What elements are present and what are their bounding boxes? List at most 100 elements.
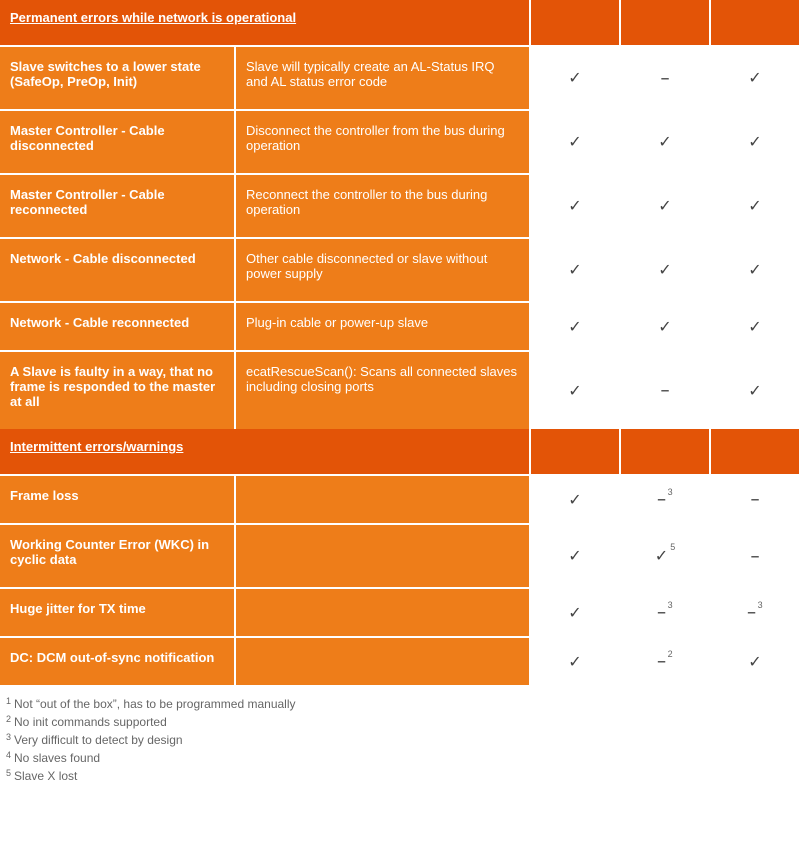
footnote-text: No slaves found xyxy=(14,751,100,765)
mark-cell: ✓ xyxy=(710,351,800,429)
row-desc: ecatRescueScan(): Scans all connected sl… xyxy=(235,351,530,429)
footnote-text: No init commands supported xyxy=(14,715,167,729)
check-icon: ✓ xyxy=(658,319,671,336)
check-icon: ✓ xyxy=(568,134,581,151)
row-desc: Disconnect the controller from the bus d… xyxy=(235,110,530,174)
footnote: 5Slave X lost xyxy=(6,767,794,785)
mark-cell: ✓ xyxy=(530,351,620,429)
section-header-spacer xyxy=(710,429,800,475)
check-icon: ✓ xyxy=(568,319,581,336)
footnote: 3Very difficult to detect by design xyxy=(6,731,794,749)
footnote-number: 1 xyxy=(6,696,11,706)
row-name: A Slave is faulty in a way, that no fram… xyxy=(0,351,235,429)
check-icon: ✓ xyxy=(748,134,761,151)
mark-cell: ✓ xyxy=(710,302,800,351)
section-header-spacer xyxy=(530,429,620,475)
mark-cell: –3 xyxy=(620,475,710,524)
row-desc: Plug-in cable or power-up slave xyxy=(235,302,530,351)
table-row: Network - Cable reconnectedPlug-in cable… xyxy=(0,302,800,351)
dash-icon: – xyxy=(751,491,759,508)
section-header-spacer xyxy=(620,0,710,46)
check-icon: ✓ xyxy=(748,319,761,336)
mark-cell: ✓ xyxy=(530,46,620,110)
check-icon: ✓ xyxy=(748,654,761,671)
mark-cell: ✓ xyxy=(530,174,620,238)
row-name: DC: DCM out-of-sync notification xyxy=(0,637,235,685)
section-header-spacer xyxy=(710,0,800,46)
check-icon: ✓ xyxy=(568,70,581,87)
row-desc: Slave will typically create an AL-Status… xyxy=(235,46,530,110)
mark-cell: ✓ xyxy=(530,302,620,351)
footnote-ref: 3 xyxy=(668,487,673,497)
footnote-ref: 5 xyxy=(670,542,675,552)
footnote-text: Slave X lost xyxy=(14,769,77,783)
mark-cell: ✓ xyxy=(710,637,800,685)
row-desc xyxy=(235,524,530,588)
row-name: Network - Cable disconnected xyxy=(0,238,235,302)
mark-cell: ✓ xyxy=(620,110,710,174)
check-icon: ✓ xyxy=(748,262,761,279)
section-header: Intermittent errors/warnings xyxy=(0,429,800,475)
check-icon: ✓ xyxy=(658,134,671,151)
table-row: Network - Cable disconnectedOther cable … xyxy=(0,238,800,302)
section-header-spacer xyxy=(620,429,710,475)
mark-cell: ✓ xyxy=(530,475,620,524)
table-row: Huge jitter for TX time✓–3–3 xyxy=(0,588,800,637)
table-row: Master Controller - Cable reconnectedRec… xyxy=(0,174,800,238)
row-name: Master Controller - Cable reconnected xyxy=(0,174,235,238)
mark-cell: ✓ xyxy=(710,46,800,110)
check-icon: ✓ xyxy=(748,70,761,87)
row-desc xyxy=(235,475,530,524)
mark-cell: ✓ xyxy=(530,110,620,174)
footnote: 4No slaves found xyxy=(6,749,794,767)
check-icon: ✓ xyxy=(568,383,581,400)
footnote: 2No init commands supported xyxy=(6,713,794,731)
check-icon: ✓ xyxy=(568,605,581,622)
mark-cell: –3 xyxy=(710,588,800,637)
row-name: Master Controller - Cable disconnected xyxy=(0,110,235,174)
errors-table: Permanent errors while network is operat… xyxy=(0,0,800,685)
check-icon: ✓ xyxy=(748,198,761,215)
footnote-text: Very difficult to detect by design xyxy=(14,733,183,747)
dash-icon: – xyxy=(657,653,665,670)
mark-cell: ✓ xyxy=(710,110,800,174)
mark-cell: – xyxy=(620,351,710,429)
check-icon: ✓ xyxy=(568,262,581,279)
row-name: Huge jitter for TX time xyxy=(0,588,235,637)
mark-cell: –3 xyxy=(620,588,710,637)
mark-cell: ✓ xyxy=(710,174,800,238)
mark-cell: ✓ xyxy=(530,238,620,302)
mark-cell: – xyxy=(620,46,710,110)
row-desc xyxy=(235,588,530,637)
dash-icon: – xyxy=(751,548,759,565)
mark-cell: ✓ xyxy=(710,238,800,302)
footnote-text: Not “out of the box”, has to be programm… xyxy=(14,697,295,711)
mark-cell: ✓ xyxy=(620,174,710,238)
mark-cell: ✓5 xyxy=(620,524,710,588)
mark-cell: – xyxy=(710,524,800,588)
check-icon: ✓ xyxy=(658,262,671,279)
row-name: Network - Cable reconnected xyxy=(0,302,235,351)
footnote-ref: 2 xyxy=(668,649,673,659)
footnote-number: 4 xyxy=(6,750,11,760)
row-name: Frame loss xyxy=(0,475,235,524)
footnote-ref: 3 xyxy=(758,600,763,610)
dash-icon: – xyxy=(747,604,755,621)
footnote-number: 2 xyxy=(6,714,11,724)
check-icon: ✓ xyxy=(655,548,668,565)
table-row: Slave switches to a lower state (SafeOp,… xyxy=(0,46,800,110)
section-title: Intermittent errors/warnings xyxy=(0,429,530,475)
dash-icon: – xyxy=(661,382,669,399)
section-header-spacer xyxy=(530,0,620,46)
mark-cell: ✓ xyxy=(620,238,710,302)
table-row: DC: DCM out-of-sync notification✓–2✓ xyxy=(0,637,800,685)
mark-cell: –2 xyxy=(620,637,710,685)
check-icon: ✓ xyxy=(568,492,581,509)
dash-icon: – xyxy=(657,491,665,508)
row-name: Slave switches to a lower state (SafeOp,… xyxy=(0,46,235,110)
mark-cell: ✓ xyxy=(530,637,620,685)
mark-cell: ✓ xyxy=(620,302,710,351)
dash-icon: – xyxy=(661,70,669,87)
row-desc: Other cable disconnected or slave withou… xyxy=(235,238,530,302)
dash-icon: – xyxy=(657,604,665,621)
